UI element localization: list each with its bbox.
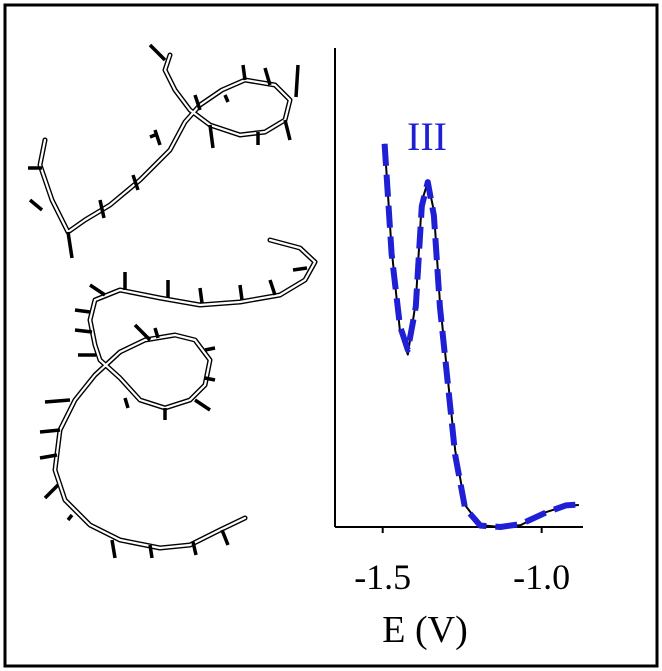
plot: -1.5 -1.0 [334,48,583,597]
molecule-drawing [28,43,318,559]
x-tick-label: -1.5 [354,557,411,597]
annotation: III [407,114,447,159]
x-axis-label: E (V) [382,609,467,651]
x-tick-label: -1.0 [513,557,570,597]
series-line [381,143,580,530]
